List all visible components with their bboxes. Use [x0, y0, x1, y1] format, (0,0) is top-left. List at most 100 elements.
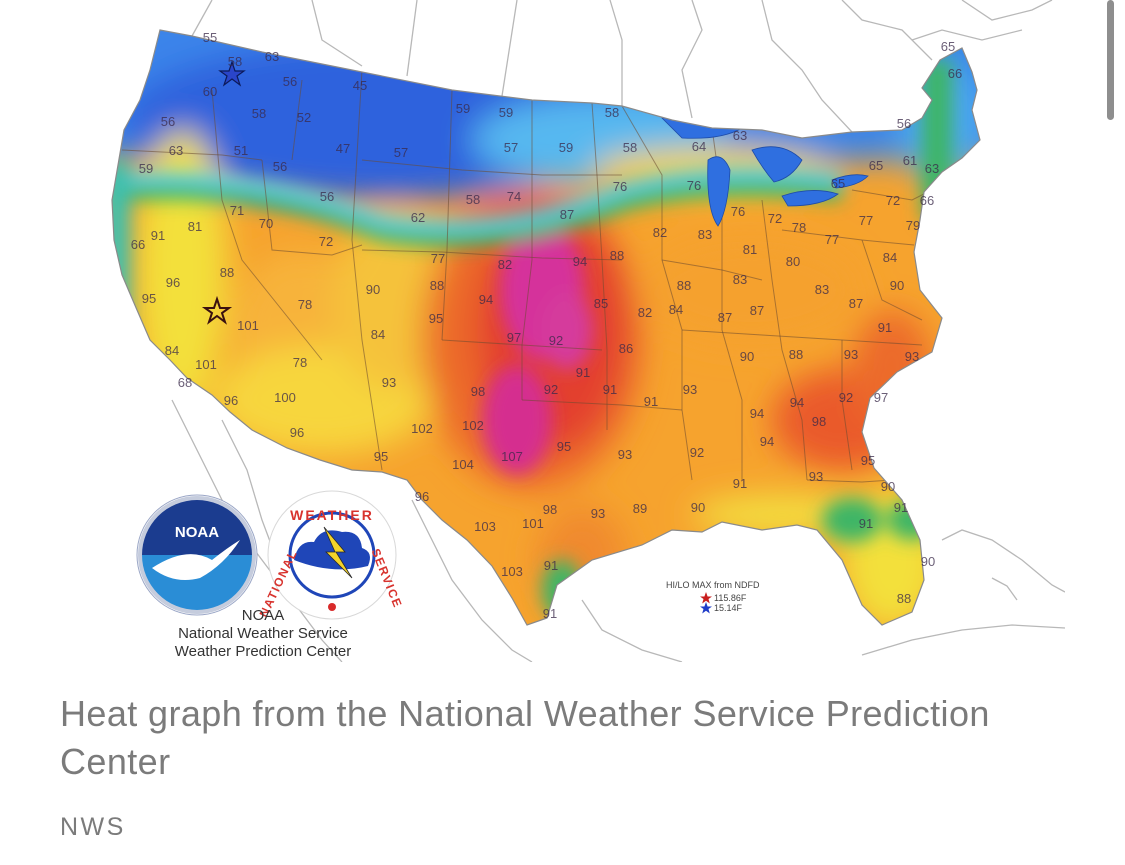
temperature-label: 83	[733, 272, 747, 287]
agency-line-1: NOAA	[242, 607, 285, 624]
star-low-marker	[218, 60, 246, 87]
temperature-label: 91	[576, 365, 590, 380]
temperature-label: 98	[471, 384, 485, 399]
temperature-label: 82	[653, 225, 667, 240]
temperature-label: 58	[252, 106, 266, 121]
figure-caption: Heat graph from the National Weather Ser…	[60, 693, 990, 782]
temperature-label: 65	[869, 158, 883, 173]
temperature-label: 95	[557, 439, 571, 454]
temperature-label: 64	[692, 139, 706, 154]
scrollbar[interactable]	[1107, 0, 1114, 120]
temperature-label: 104	[452, 457, 474, 472]
temperature-label: 70	[259, 216, 273, 231]
temperature-label: 91	[733, 476, 747, 491]
temperature-label: 74	[507, 189, 521, 204]
temperature-label: 63	[733, 128, 747, 143]
temperature-label: 92	[690, 445, 704, 460]
temperature-label: 84	[883, 250, 897, 265]
noaa-logo: NOAA	[136, 494, 258, 616]
nws-logo: WEATHER NATIONAL SERVICE	[257, 490, 405, 620]
temperature-label: 92	[839, 390, 853, 405]
temperature-label: 88	[430, 278, 444, 293]
temperature-label: 95	[374, 449, 388, 464]
temperature-label: 98	[543, 502, 557, 517]
temperature-label: 63	[925, 161, 939, 176]
temperature-label: 90	[881, 479, 895, 494]
legend-hi-star	[700, 592, 712, 604]
temperature-label: 72	[768, 211, 782, 226]
temperature-label: 93	[618, 447, 632, 462]
temperature-label: 101	[195, 357, 217, 372]
temperature-label: 91	[603, 382, 617, 397]
temperature-label: 56	[161, 114, 175, 129]
temperature-label: 60	[203, 84, 217, 99]
legend-lo-value: 15.14F	[714, 603, 743, 613]
temperature-label: 84	[669, 302, 683, 317]
temperature-label: 102	[411, 421, 433, 436]
land-outlines	[171, 0, 1065, 662]
temperature-label: 84	[371, 327, 385, 342]
temperature-labels: 55 58 63 56 60 45 58 52 59 59 58 56 63 51 47 57 57 59 58 64…	[131, 30, 962, 621]
temperature-label: 101	[522, 516, 544, 531]
temperature-label: 76	[731, 204, 745, 219]
temperature-label: 59	[559, 140, 573, 155]
temperature-label: 59	[139, 161, 153, 176]
temperature-label: 71	[230, 203, 244, 218]
temperature-label: 107	[501, 449, 523, 464]
temperature-label: 59	[456, 101, 470, 116]
temperature-label: 72	[319, 234, 333, 249]
temperature-label: 91	[894, 500, 908, 515]
temperature-label: 97	[507, 330, 521, 345]
heat-map: 55 58 63 56 60 45 58 52 59 59 58 56 63 51 47 57 57 59 58 64…	[111, 0, 1065, 662]
temperature-label: 93	[809, 469, 823, 484]
temperature-label: 52	[297, 110, 311, 125]
temperature-label: 96	[290, 425, 304, 440]
temperature-label: 90	[921, 554, 935, 569]
temperature-label: 68	[178, 375, 192, 390]
temperature-label: 58	[228, 54, 242, 69]
temperature-label: 79	[906, 218, 920, 233]
temperature-label: 81	[743, 242, 757, 257]
temperature-label: 65	[941, 39, 955, 54]
temperature-label: 87	[718, 310, 732, 325]
temperature-label: 95	[429, 311, 443, 326]
temperature-label: 94	[790, 395, 804, 410]
temperature-label: 93	[382, 375, 396, 390]
temperature-label: 91	[878, 320, 892, 335]
temperature-label: 62	[411, 210, 425, 225]
temperature-label: 100	[274, 390, 296, 405]
temperature-label: 85	[594, 296, 608, 311]
figure-credit: NWS	[60, 813, 126, 841]
temperature-label: 65	[831, 176, 845, 191]
temperature-label: 83	[698, 227, 712, 242]
temperature-label: 78	[792, 220, 806, 235]
noaa-badge-text: NOAA	[175, 524, 219, 541]
temperature-label: 96	[166, 275, 180, 290]
temperature-label: 94	[760, 434, 774, 449]
temperature-label: 91	[543, 606, 557, 621]
temperature-label: 93	[591, 506, 605, 521]
temperature-label: 94	[573, 254, 587, 269]
temperature-label: 103	[501, 564, 523, 579]
legend-title: HI/LO MAX from NDFD	[666, 580, 760, 590]
temperature-label: 90	[691, 500, 705, 515]
temperature-label: 94	[479, 292, 493, 307]
temperature-label: 59	[499, 105, 513, 120]
temperature-label: 61	[903, 153, 917, 168]
temperature-label: 98	[812, 414, 826, 429]
temperature-label: 66	[131, 237, 145, 252]
temperature-label: 103	[474, 519, 496, 534]
temperature-label: 91	[544, 558, 558, 573]
temperature-label: 82	[638, 305, 652, 320]
temperature-label: 51	[234, 143, 248, 158]
temperature-label: 95	[861, 453, 875, 468]
temperature-label: 92	[544, 382, 558, 397]
temperature-label: 89	[633, 501, 647, 516]
legend-lo-star	[700, 602, 712, 614]
temperature-label: 87	[750, 303, 764, 318]
temperature-label: 78	[298, 297, 312, 312]
temperature-label: 77	[859, 213, 873, 228]
temperature-label: 56	[283, 74, 297, 89]
temperature-label: 57	[394, 145, 408, 160]
heat-field	[112, 30, 980, 625]
